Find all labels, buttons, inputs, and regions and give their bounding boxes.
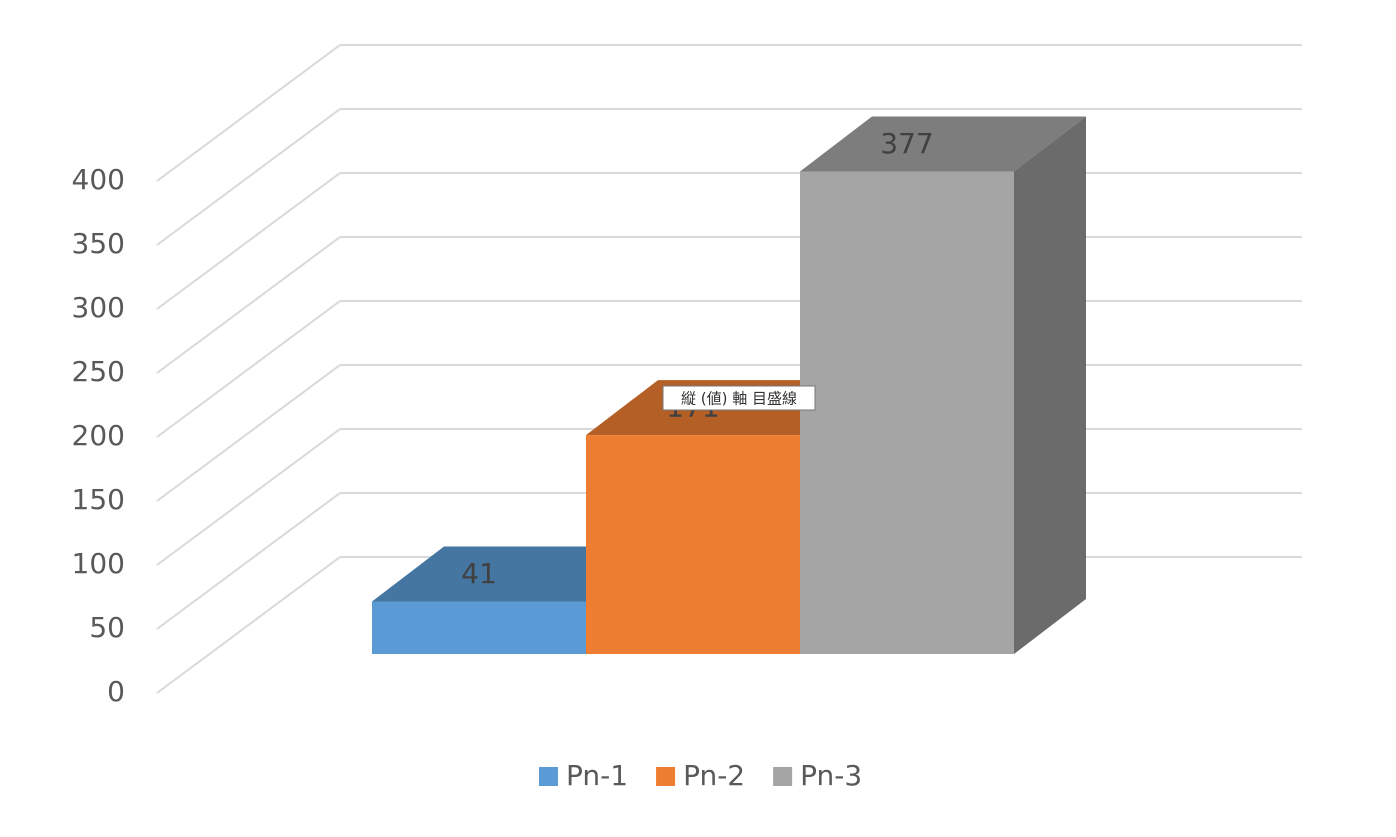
legend-swatch	[539, 767, 558, 786]
grid-line	[156, 44, 341, 182]
grid-line	[156, 300, 341, 438]
legend-swatch	[773, 767, 793, 786]
grid-line	[156, 108, 341, 246]
bar	[586, 435, 800, 654]
bar-side	[1014, 116, 1086, 654]
bar-top	[800, 116, 1086, 172]
grid-line	[156, 428, 341, 566]
grid-line	[156, 236, 341, 374]
y-tick-label: 200	[72, 419, 125, 452]
tooltip-text: 縦 (値) 軸 目盛線	[681, 390, 797, 408]
bar	[372, 601, 586, 654]
data-label: 41	[461, 557, 497, 590]
grid-line	[156, 364, 341, 502]
legend-label: Pn-3	[800, 759, 862, 792]
legend-swatch	[656, 767, 676, 786]
y-tick-label: 150	[72, 483, 125, 516]
y-tick-label: 250	[72, 355, 125, 388]
grid-line	[156, 492, 341, 630]
legend: Pn-1 Pn-2 Pn-3	[539, 759, 862, 792]
tooltip: 縦 (値) 軸 目盛線	[662, 385, 816, 411]
legend-label: Pn-1	[566, 759, 628, 792]
y-tick-label: 100	[72, 547, 125, 580]
grid-line	[156, 556, 341, 694]
legend-label: Pn-2	[683, 759, 745, 792]
y-tick-label: 0	[107, 675, 125, 708]
data-label: 377	[880, 127, 933, 160]
y-tick-label: 50	[89, 611, 125, 644]
tooltip-box	[662, 385, 816, 411]
grid-line	[156, 172, 341, 310]
y-tick-label: 350	[72, 227, 125, 260]
y-tick-label: 400	[72, 163, 125, 196]
y-tick-label: 300	[72, 291, 125, 324]
bar	[800, 171, 1014, 654]
